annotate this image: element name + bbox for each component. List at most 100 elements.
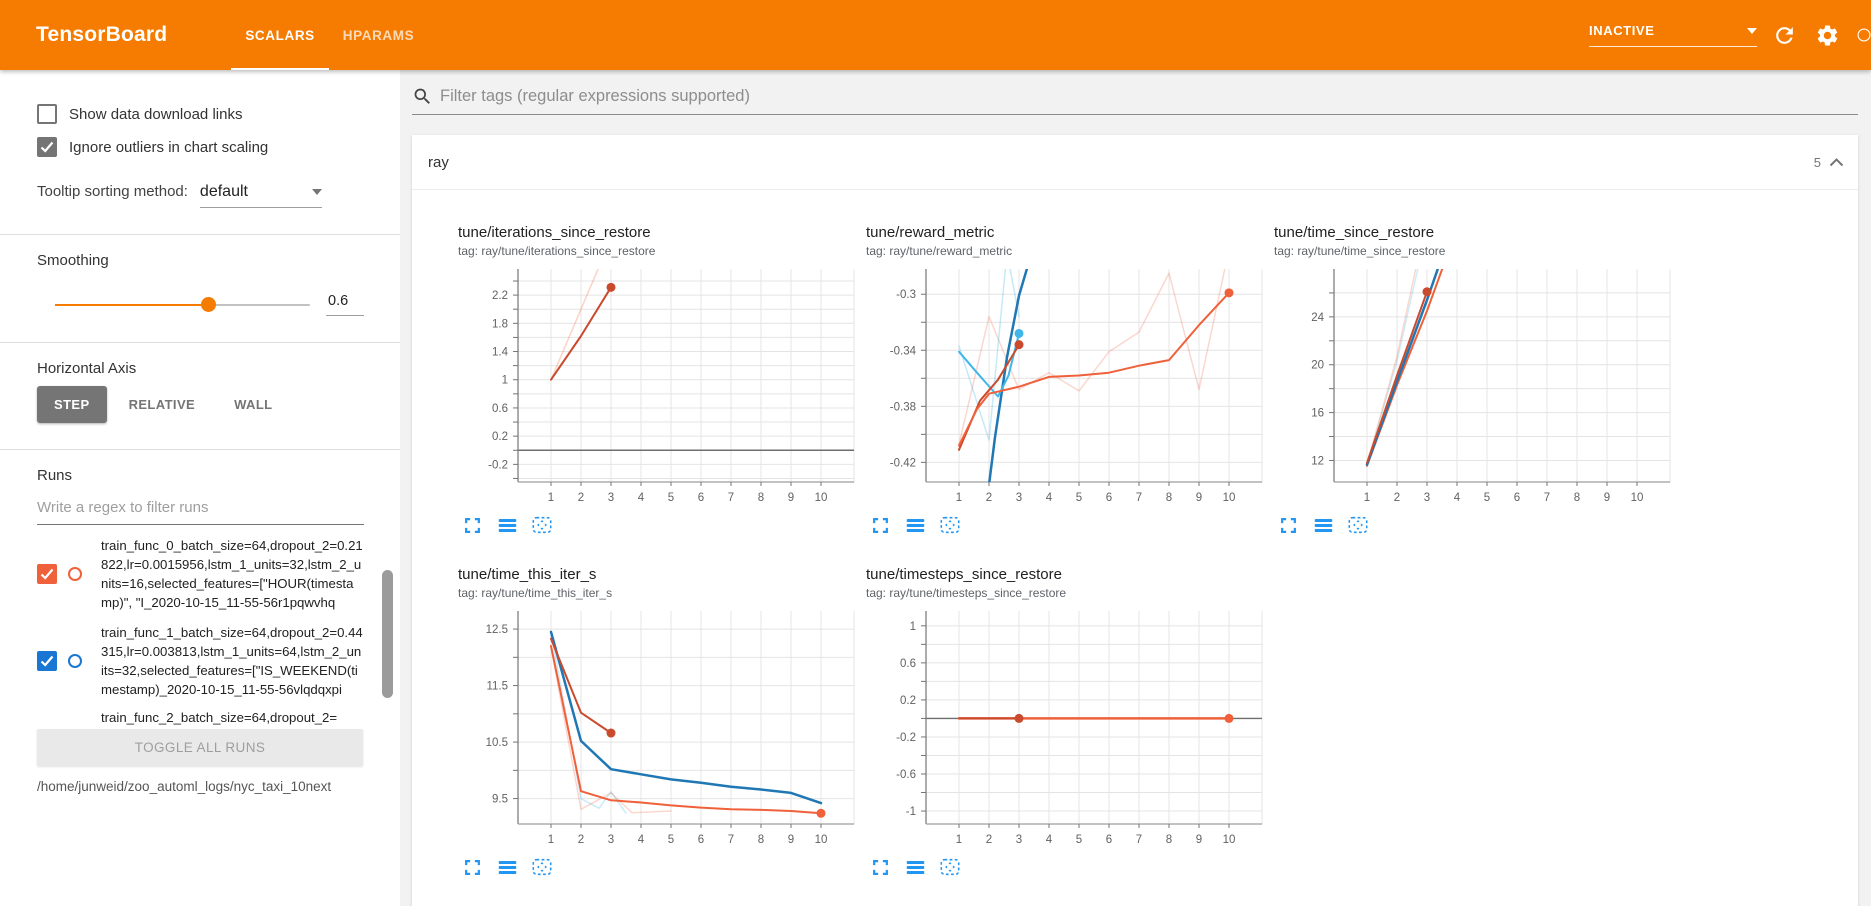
axis-relative-button[interactable]: RELATIVE bbox=[112, 386, 213, 423]
chart-plot-area[interactable]: 12.5 11.5 10.5 9.5 1 2 3 4 5 6 7 8 9 10 bbox=[458, 605, 858, 853]
svg-text:4: 4 bbox=[1046, 834, 1053, 846]
svg-text:4: 4 bbox=[1046, 492, 1053, 504]
runs-filter-input[interactable] bbox=[37, 499, 364, 525]
reload-status-dropdown[interactable]: INACTIVE bbox=[1589, 23, 1757, 47]
svg-text:6: 6 bbox=[1106, 492, 1112, 504]
horizontal-lines-icon[interactable] bbox=[903, 855, 927, 879]
chart-tag: tag: ray/tune/reward_metric bbox=[866, 244, 1013, 258]
svg-text:0.2: 0.2 bbox=[900, 695, 916, 707]
checkbox-unchecked-icon[interactable] bbox=[37, 104, 57, 124]
horizontal-lines-icon[interactable] bbox=[903, 513, 927, 537]
axis-step-button[interactable]: STEP bbox=[37, 386, 107, 423]
runs-label: Runs bbox=[37, 467, 73, 484]
svg-text:12.5: 12.5 bbox=[486, 624, 508, 636]
expand-icon[interactable] bbox=[460, 855, 484, 879]
horizontal-lines-icon[interactable] bbox=[495, 513, 519, 537]
main-content: ray 5 tune/iterations_since_restore tag: … bbox=[400, 70, 1871, 906]
axis-wall-button[interactable]: WALL bbox=[217, 386, 289, 423]
scalar-chart-card: tune/time_since_restore tag: ray/tune/tim… bbox=[1274, 223, 1674, 537]
svg-text:7: 7 bbox=[728, 834, 734, 846]
horizontal-lines-icon[interactable] bbox=[495, 855, 519, 879]
svg-text:1: 1 bbox=[1364, 492, 1370, 504]
category-header[interactable]: ray 5 bbox=[412, 135, 1858, 190]
svg-text:1: 1 bbox=[910, 621, 916, 633]
svg-text:1: 1 bbox=[956, 492, 962, 504]
svg-text:8: 8 bbox=[758, 834, 764, 846]
horizontal-lines-icon[interactable] bbox=[1311, 513, 1335, 537]
run-checkbox[interactable] bbox=[37, 651, 57, 671]
svg-text:6: 6 bbox=[698, 834, 704, 846]
svg-text:1: 1 bbox=[548, 834, 554, 846]
refresh-icon[interactable] bbox=[1771, 22, 1797, 48]
ignore-outliers-checkbox-row[interactable]: Ignore outliers in chart scaling bbox=[37, 137, 364, 157]
svg-text:5: 5 bbox=[1076, 492, 1082, 504]
svg-text:-0.42: -0.42 bbox=[890, 457, 916, 469]
chart-plot-area[interactable]: 2.2 1.8 1.4 1 0.6 0.2 -0.2 1 2 3 4 5 6 7 8 9 10 bbox=[458, 263, 858, 511]
chevron-down-icon bbox=[311, 189, 322, 195]
show-download-links-checkbox-row[interactable]: Show data download links bbox=[37, 104, 364, 124]
tab-hparams[interactable]: HPARAMS bbox=[342, 27, 415, 43]
chart-toolbar bbox=[458, 513, 858, 537]
svg-text:4: 4 bbox=[638, 492, 645, 504]
tooltip-sorting-select[interactable]: default bbox=[199, 183, 322, 208]
svg-text:10.5: 10.5 bbox=[486, 737, 508, 749]
fit-domain-icon[interactable] bbox=[938, 855, 962, 879]
svg-text:8: 8 bbox=[1166, 492, 1172, 504]
svg-text:-1: -1 bbox=[906, 806, 916, 818]
expand-icon[interactable] bbox=[868, 855, 892, 879]
sidebar-scrollbar[interactable] bbox=[382, 570, 393, 698]
svg-text:5: 5 bbox=[668, 834, 674, 846]
run-item[interactable]: train_func_0_batch_size=64,dropout_2=0.2… bbox=[37, 536, 364, 612]
svg-text:9: 9 bbox=[1196, 834, 1202, 846]
chevron-up-icon[interactable] bbox=[1829, 157, 1844, 167]
fit-domain-icon[interactable] bbox=[530, 855, 554, 879]
run-item[interactable]: train_func_2_batch_size=64,dropout_2= bbox=[101, 709, 364, 726]
expand-icon[interactable] bbox=[460, 513, 484, 537]
svg-text:0.6: 0.6 bbox=[492, 403, 508, 415]
fit-domain-icon[interactable] bbox=[1346, 513, 1370, 537]
run-label: train_func_1_batch_size=64,dropout_2=0.4… bbox=[101, 625, 363, 697]
svg-text:2: 2 bbox=[986, 492, 992, 504]
chart-toolbar bbox=[1274, 513, 1674, 537]
expand-icon[interactable] bbox=[1276, 513, 1300, 537]
run-color-circle[interactable] bbox=[68, 567, 82, 581]
chart-plot-area[interactable]: 1 0.6 0.2 -0.2 -0.6 -1 1 2 3 4 5 6 7 8 9 10 bbox=[866, 605, 1266, 853]
svg-text:0.6: 0.6 bbox=[900, 658, 916, 670]
svg-text:-0.34: -0.34 bbox=[890, 345, 917, 357]
run-checkbox[interactable] bbox=[37, 564, 57, 584]
smoothing-slider[interactable] bbox=[55, 297, 310, 312]
fit-domain-icon[interactable] bbox=[938, 513, 962, 537]
smoothing-slider-thumb[interactable] bbox=[201, 297, 216, 312]
expand-icon[interactable] bbox=[868, 513, 892, 537]
chart-plot-area[interactable]: -0.3 -0.34 -0.38 -0.42 1 2 3 4 5 6 7 8 9 10 bbox=[866, 263, 1266, 511]
svg-text:9.5: 9.5 bbox=[492, 794, 508, 806]
chart-tag: tag: ray/tune/timesteps_since_restore bbox=[866, 586, 1067, 600]
fit-domain-icon[interactable] bbox=[530, 513, 554, 537]
toggle-all-runs-button[interactable]: TOGGLE ALL RUNS bbox=[37, 729, 363, 766]
filter-tags-input[interactable] bbox=[440, 87, 1858, 106]
tab-scalars[interactable]: SCALARS bbox=[231, 0, 329, 70]
run-item[interactable]: train_func_1_batch_size=64,dropout_2=0.4… bbox=[37, 623, 364, 699]
chart-toolbar bbox=[866, 513, 1266, 537]
svg-text:9: 9 bbox=[788, 834, 794, 846]
svg-text:10: 10 bbox=[815, 834, 828, 846]
smoothing-value-field[interactable]: 0.6 bbox=[326, 293, 364, 316]
svg-text:-0.2: -0.2 bbox=[488, 459, 508, 471]
svg-text:8: 8 bbox=[1574, 492, 1580, 504]
help-icon[interactable] bbox=[1857, 22, 1871, 48]
svg-text:2: 2 bbox=[1394, 492, 1400, 504]
scalar-chart-card: tune/timesteps_since_restore tag: ray/tun… bbox=[866, 565, 1266, 879]
run-color-circle[interactable] bbox=[68, 654, 82, 668]
runs-list: train_func_0_batch_size=64,dropout_2=0.2… bbox=[37, 536, 364, 726]
svg-text:12: 12 bbox=[1311, 455, 1324, 467]
chart-tag: tag: ray/tune/time_this_iter_s bbox=[458, 586, 613, 600]
checkbox-checked-icon[interactable] bbox=[37, 137, 57, 157]
filter-tags-field[interactable] bbox=[412, 86, 1858, 115]
status-badge: INACTIVE bbox=[1589, 23, 1655, 38]
gear-icon[interactable] bbox=[1814, 22, 1840, 48]
divider bbox=[199, 207, 322, 208]
search-icon bbox=[414, 88, 430, 104]
svg-text:1: 1 bbox=[548, 492, 554, 504]
svg-text:2: 2 bbox=[578, 492, 584, 504]
